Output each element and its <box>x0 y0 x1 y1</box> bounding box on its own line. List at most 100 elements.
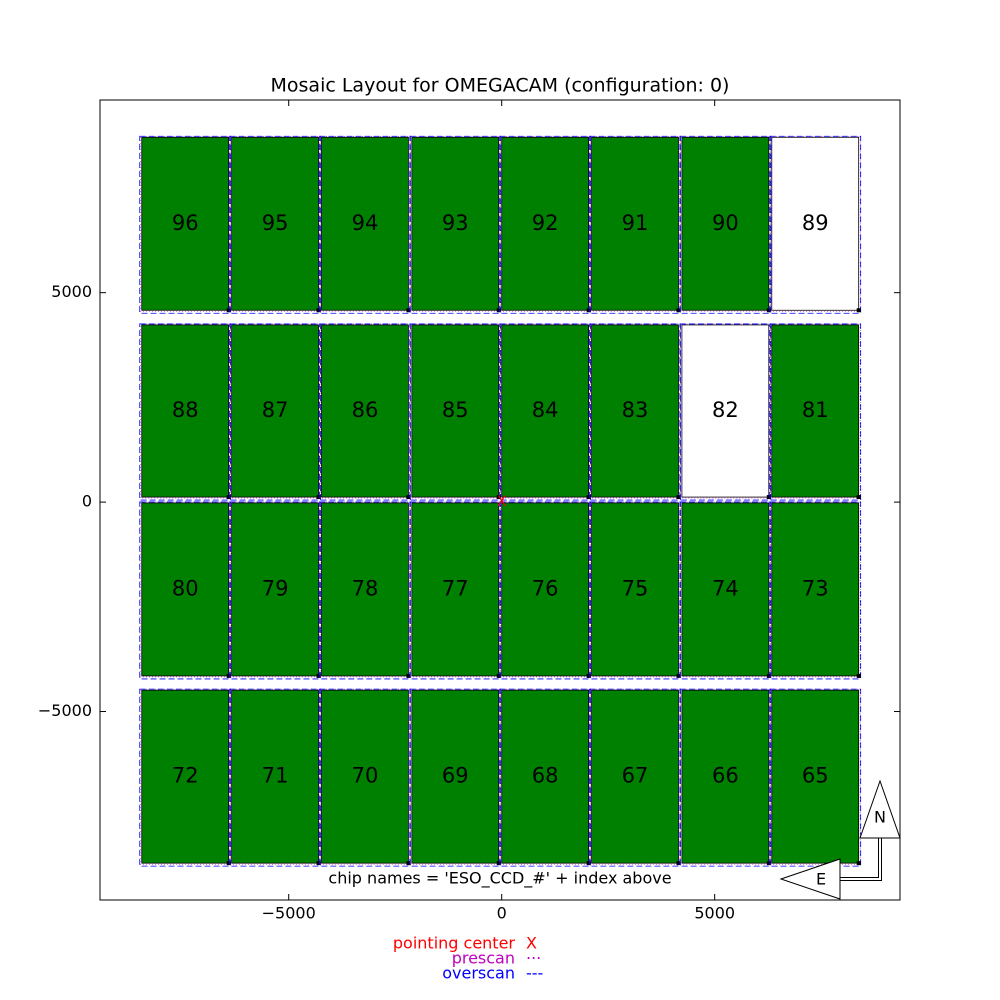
prescan-outline <box>229 135 321 312</box>
chip <box>141 689 230 864</box>
readout-corner <box>316 495 321 500</box>
plot-area: 96 95 94 93 92 91 90 89 88 87 86 85 84 83 82 81 80 79 78 77… <box>139 135 862 867</box>
prescan-outline <box>589 135 681 312</box>
north-label: N <box>874 808 886 827</box>
readout-corner <box>766 495 771 500</box>
chip-label: 69 <box>442 764 469 788</box>
readout-corner <box>586 495 591 500</box>
prescan-outline <box>319 135 411 312</box>
chip-label: 89 <box>802 211 829 235</box>
legend-symbol: --- <box>526 964 543 983</box>
east-arrow <box>779 858 841 900</box>
prescan-outline <box>229 688 321 865</box>
chip-label: 77 <box>442 576 469 600</box>
readout-corner <box>676 861 681 866</box>
overscan-outline <box>319 688 411 867</box>
overscan-outline <box>499 323 592 501</box>
readout-corner <box>316 673 321 678</box>
x-tick-label: 0 <box>497 904 507 923</box>
readout-corner <box>586 861 591 866</box>
chip-label: 66 <box>712 764 739 788</box>
chip <box>591 502 679 677</box>
readout-corner <box>406 673 411 678</box>
chip-label: 73 <box>802 576 829 600</box>
prescan-outline <box>229 323 321 499</box>
chip-label: 96 <box>172 211 199 235</box>
overscan-outline <box>139 323 232 501</box>
chip-label: 68 <box>532 764 559 788</box>
chip <box>681 502 770 677</box>
chip <box>501 502 590 677</box>
chip <box>771 502 860 677</box>
legend-name: overscan <box>442 964 515 983</box>
chip-label: 92 <box>532 211 559 235</box>
chip-label: 79 <box>262 576 289 600</box>
chip <box>591 689 679 864</box>
axes-frame <box>99 99 901 901</box>
x-tick-label: 5000 <box>694 904 735 923</box>
prescan-outline <box>589 688 681 865</box>
prescan-outline <box>589 501 681 678</box>
chip-label: 85 <box>442 398 469 422</box>
overscan-outline <box>319 501 411 680</box>
overscan-outline <box>679 688 772 867</box>
overscan-outline <box>589 688 681 867</box>
readout-corner <box>406 308 411 313</box>
readout-corner <box>496 495 501 500</box>
chip <box>321 136 409 311</box>
prescan-outline <box>680 135 771 312</box>
chip <box>681 136 770 311</box>
north-arrow <box>859 779 901 839</box>
chip-label: 78 <box>352 576 379 600</box>
chip <box>231 502 319 677</box>
prescan-outline <box>410 323 501 499</box>
readout-corner <box>316 861 321 866</box>
overscan-outline <box>679 501 772 680</box>
overscan-outline <box>139 688 232 867</box>
readout-corner <box>226 495 231 500</box>
chip <box>681 689 770 864</box>
readout-corner <box>226 308 231 313</box>
chip <box>321 502 409 677</box>
note: chip names = 'ESO_CCD_#' + index above <box>328 869 671 889</box>
chip <box>681 324 770 498</box>
overscan-outline <box>319 135 411 314</box>
chip-label: 67 <box>622 764 649 788</box>
readout-corner <box>586 673 591 678</box>
chip <box>501 689 590 864</box>
chip-label: 74 <box>712 576 739 600</box>
prescan-outline <box>319 323 411 499</box>
chip-label: 88 <box>172 398 199 422</box>
legend-name: pointing center <box>393 934 516 953</box>
readout-corner <box>676 673 681 678</box>
overscan-outline <box>229 501 321 680</box>
readout-corner <box>766 308 771 313</box>
readout-corner <box>496 673 501 678</box>
readout-corner <box>676 495 681 500</box>
overscan-outline <box>139 501 232 680</box>
overscan-outline <box>229 323 321 501</box>
compass-shaft-inner <box>840 838 881 880</box>
overscan-outline <box>589 323 681 501</box>
readout-corner <box>406 861 411 866</box>
chip-label: 90 <box>712 211 739 235</box>
chip <box>321 324 409 498</box>
y-tick-label: 5000 <box>51 282 92 301</box>
chip-label: 83 <box>622 398 649 422</box>
chip-label: 93 <box>442 211 469 235</box>
chip <box>411 502 500 677</box>
chip-label: 65 <box>802 764 829 788</box>
readout-corner <box>496 861 501 866</box>
chip <box>141 136 230 311</box>
overscan-outline <box>229 135 321 314</box>
chip <box>771 689 860 864</box>
chip <box>321 689 409 864</box>
readout-corner <box>766 861 771 866</box>
chip-label: 70 <box>352 764 379 788</box>
legend-name: prescan <box>452 949 515 968</box>
readout-corner <box>856 495 861 500</box>
prescan-outline <box>769 501 861 678</box>
readout-corner <box>676 308 681 313</box>
prescan-outline <box>410 688 501 865</box>
